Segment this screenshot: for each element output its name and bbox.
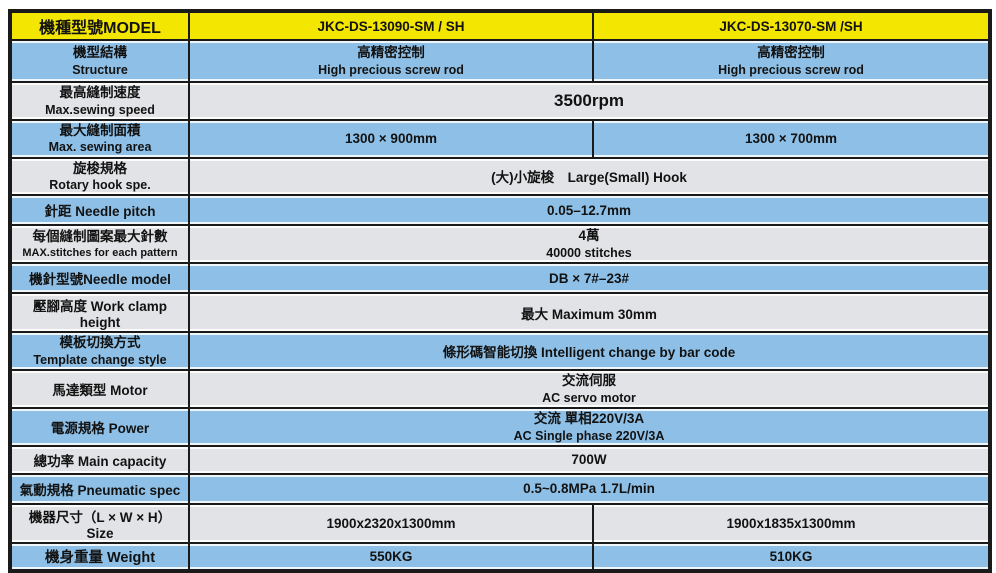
area-label: 最大縫制面積 Max. sewing area (9, 118, 190, 159)
needle-label: 機針型號Needle model (9, 262, 190, 295)
model-name-2: JKC-DS-13070-SM /SH (592, 10, 991, 41)
motor-value: 交流伺服 AC servo motor (188, 369, 991, 410)
stitches-value: 4萬 40000 stitches (188, 224, 991, 265)
clamp-value: 最大 Maximum 30mm (188, 292, 991, 334)
power-label: 電源規格 Power (9, 407, 190, 447)
stitches-label: 每個縫制圖案最大針數 MAX.stitches for each pattern (9, 224, 190, 265)
structure-value-2: 高精密控制 High precious screw rod (592, 39, 991, 83)
power-value: 交流 單相220V/3A AC Single phase 220V/3A (188, 407, 991, 447)
structure-label: 機型結構 Structure (9, 39, 190, 83)
pneumatic-label: 氣動規格 Pneumatic spec (9, 472, 190, 505)
needle-value: DB × 7#–23# (188, 262, 991, 295)
row-motor: 馬達類型 Motor 交流伺服 AC servo motor (9, 369, 991, 410)
motor-value-zh: 交流伺服 (562, 373, 616, 389)
clamp-label: 壓腳高度 Work clamp height (9, 292, 190, 334)
motor-label: 馬達類型 Motor (9, 369, 190, 410)
weight-value-1: 550KG (188, 541, 594, 572)
model-header-row: 機種型號MODEL JKC-DS-13090-SM / SH JKC-DS-13… (9, 10, 991, 41)
area-value-1: 1300 × 900mm (188, 118, 594, 159)
row-needle-model: 機針型號Needle model DB × 7#–23# (9, 262, 991, 295)
speed-label-en: Max.sewing speed (45, 102, 155, 117)
weight-value-2: 510KG (592, 541, 991, 572)
row-main-capacity: 總功率 Main capacity 700W (9, 444, 991, 475)
capacity-label: 總功率 Main capacity (9, 444, 190, 475)
model-header-label: 機種型號MODEL (9, 10, 190, 41)
template-label-zh: 模板切換方式 (59, 335, 141, 351)
structure-value-2-zh: 高精密控制 (757, 45, 825, 61)
row-max-sewing-speed: 最高縫制速度 Max.sewing speed 3500rpm (9, 81, 991, 121)
speed-label: 最高縫制速度 Max.sewing speed (9, 81, 190, 121)
power-value-en: AC Single phase 220V/3A (513, 428, 665, 443)
pneumatic-value: 0.5~0.8MPa 1.7L/min (188, 472, 991, 505)
row-power: 電源規格 Power 交流 單相220V/3A AC Single phase … (9, 407, 991, 447)
stitches-value-en: 40000 stitches (546, 246, 632, 261)
row-needle-pitch: 針距 Needle pitch 0.05–12.7mm (9, 194, 991, 227)
speed-label-zh: 最高縫制速度 (59, 85, 141, 100)
structure-value-1: 高精密控制 High precious screw rod (188, 39, 594, 83)
hook-value: (大)小旋梭 Large(Small) Hook (188, 156, 991, 197)
capacity-value: 700W (188, 444, 991, 475)
row-structure: 機型結構 Structure 高精密控制 High precious screw… (9, 39, 991, 83)
structure-value-1-zh: 高精密控制 (357, 45, 425, 61)
structure-value-2-en: High precious screw rod (718, 62, 864, 77)
stitches-label-en: MAX.stitches for each pattern (22, 247, 178, 260)
size-value-1: 1900x2320x1300mm (188, 502, 594, 544)
structure-label-en: Structure (72, 62, 128, 77)
row-machine-size: 機器尺寸（L × W × H） Size 1900x2320x1300mm 19… (9, 502, 991, 544)
area-value-2: 1300 × 700mm (592, 118, 991, 159)
row-rotary-hook: 旋梭規格 Rotary hook spe. (大)小旋梭 Large(Small… (9, 156, 991, 197)
pitch-value: 0.05–12.7mm (188, 194, 991, 227)
row-max-stitches: 每個縫制圖案最大針數 MAX.stitches for each pattern… (9, 224, 991, 265)
hook-label-en: Rotary hook spe. (49, 178, 151, 193)
speed-value: 3500rpm (188, 81, 991, 121)
row-pneumatic-spec: 氣動規格 Pneumatic spec 0.5~0.8MPa 1.7L/min (9, 472, 991, 505)
size-label: 機器尺寸（L × W × H） Size (9, 502, 190, 544)
row-weight: 機身重量 Weight 550KG 510KG (9, 541, 991, 572)
stitches-label-zh: 每個縫制圖案最大針數 (32, 229, 168, 245)
hook-label: 旋梭規格 Rotary hook spe. (9, 156, 190, 197)
motor-value-en: AC servo motor (542, 390, 636, 405)
stitches-value-zh: 4萬 (578, 228, 600, 244)
model-name-1: JKC-DS-13090-SM / SH (188, 10, 594, 41)
area-label-en: Max. sewing area (48, 140, 152, 155)
template-label-en: Template change style (33, 353, 167, 368)
template-value: 條形碼智能切換 Intelligent change by bar code (188, 331, 991, 372)
size-value-2: 1900x1835x1300mm (592, 502, 991, 544)
power-value-zh: 交流 單相220V/3A (533, 411, 645, 427)
structure-label-zh: 機型結構 (73, 45, 127, 61)
pitch-label: 針距 Needle pitch (9, 194, 190, 227)
weight-label: 機身重量 Weight (9, 541, 190, 572)
hook-label-zh: 旋梭規格 (73, 160, 127, 176)
row-template-change: 模板切換方式 Template change style 條形碼智能切換 Int… (9, 331, 991, 372)
spec-table: 機種型號MODEL JKC-DS-13090-SM / SH JKC-DS-13… (8, 9, 992, 573)
row-max-sewing-area: 最大縫制面積 Max. sewing area 1300 × 900mm 130… (9, 118, 991, 159)
area-label-zh: 最大縫制面積 (59, 122, 141, 138)
template-label: 模板切換方式 Template change style (9, 331, 190, 372)
structure-value-1-en: High precious screw rod (318, 62, 464, 77)
row-work-clamp-height: 壓腳高度 Work clamp height 最大 Maximum 30mm (9, 292, 991, 334)
